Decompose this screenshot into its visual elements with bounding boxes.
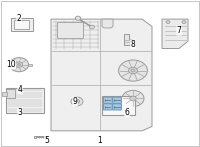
Circle shape <box>9 58 29 72</box>
Polygon shape <box>162 19 188 49</box>
Text: 6: 6 <box>125 108 129 117</box>
Circle shape <box>129 67 137 74</box>
Circle shape <box>15 62 23 67</box>
Bar <box>6 89 15 98</box>
Circle shape <box>18 64 20 66</box>
Text: 10: 10 <box>6 60 16 69</box>
Text: 2: 2 <box>17 14 21 23</box>
Polygon shape <box>51 19 152 131</box>
Bar <box>2 92 7 96</box>
Text: 3: 3 <box>18 108 22 117</box>
FancyBboxPatch shape <box>113 97 121 103</box>
Text: 5: 5 <box>45 136 49 145</box>
Circle shape <box>131 69 135 72</box>
Circle shape <box>74 100 80 103</box>
Circle shape <box>90 25 94 29</box>
FancyBboxPatch shape <box>103 104 112 110</box>
FancyBboxPatch shape <box>113 104 121 110</box>
Circle shape <box>75 16 81 20</box>
Text: 7: 7 <box>177 26 181 35</box>
Bar <box>6 88 44 113</box>
Circle shape <box>119 60 147 81</box>
FancyBboxPatch shape <box>103 97 112 103</box>
Bar <box>28 64 32 66</box>
Text: 9: 9 <box>73 97 77 106</box>
Bar <box>102 96 135 115</box>
Circle shape <box>166 21 170 24</box>
FancyBboxPatch shape <box>57 22 84 39</box>
Circle shape <box>130 96 136 101</box>
Text: 1: 1 <box>98 136 102 145</box>
Bar <box>14 20 29 29</box>
Circle shape <box>122 90 144 107</box>
Polygon shape <box>102 19 113 28</box>
Text: 8: 8 <box>131 40 135 49</box>
Bar <box>11 18 33 31</box>
Bar <box>34 136 36 138</box>
Circle shape <box>182 21 186 24</box>
Polygon shape <box>124 34 132 45</box>
Circle shape <box>71 97 83 106</box>
Text: 4: 4 <box>18 85 22 94</box>
